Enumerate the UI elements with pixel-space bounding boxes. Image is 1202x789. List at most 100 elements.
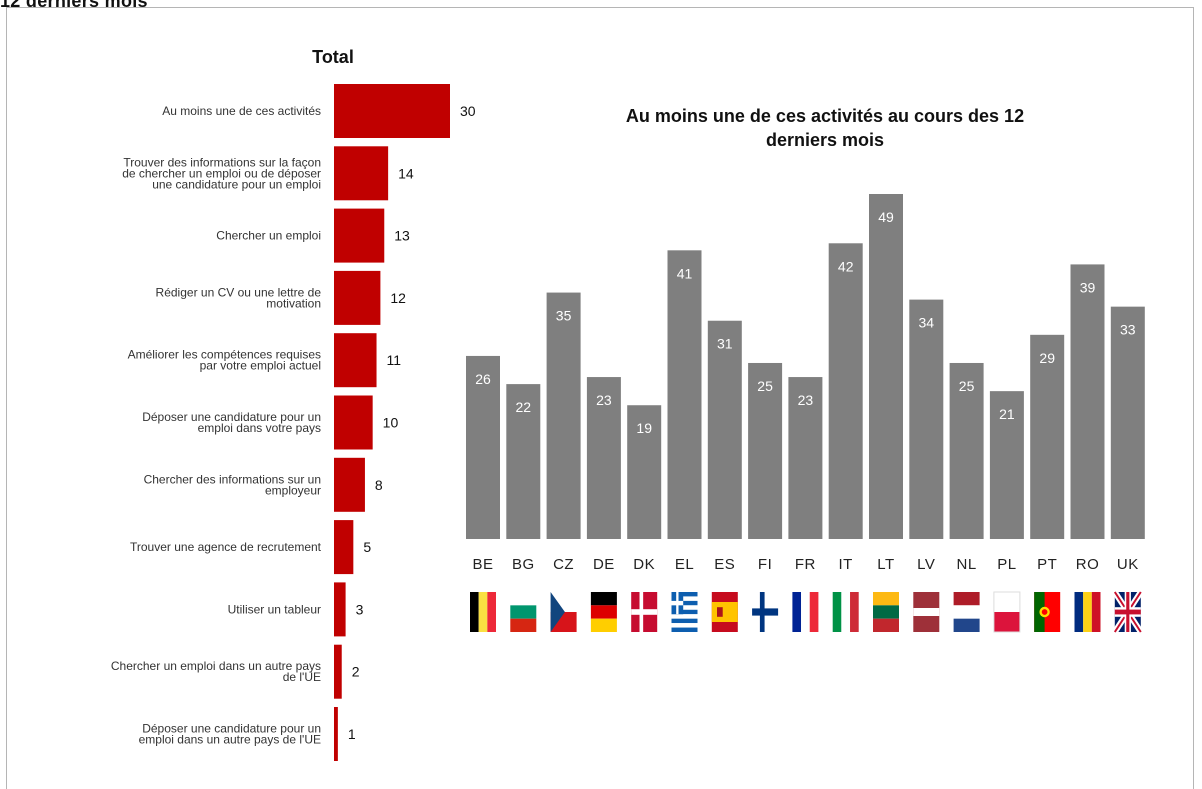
country-bar: [667, 250, 702, 539]
total-category-label: Trouver une agence de recrutement: [130, 540, 322, 554]
country-bar: [586, 377, 621, 539]
latvia-flag-icon: [913, 592, 940, 632]
total-bar: [334, 644, 342, 699]
country-bar: [869, 194, 903, 539]
denmark-flag-icon: [631, 592, 658, 632]
country-bar: [1070, 264, 1105, 539]
country-bar-value: 49: [878, 209, 894, 225]
total-bar-value: 3: [356, 601, 364, 617]
country-label: LV: [917, 556, 935, 573]
total-bar-value: 11: [387, 352, 402, 368]
country-bar-value: 23: [798, 392, 814, 408]
total-bar-value: 30: [460, 103, 476, 119]
portugal-flag-icon: [1034, 592, 1061, 632]
romania-flag-icon: [1074, 592, 1101, 632]
country-label: UK: [1117, 556, 1139, 573]
total-bar-value: 1: [348, 726, 356, 742]
total-bar-value: 14: [398, 165, 414, 181]
total-bar: [334, 270, 381, 325]
country-label: EL: [675, 556, 694, 573]
country-label: PT: [1037, 556, 1057, 573]
country-chart-title: Au moins une de ces activités au cours d…: [626, 106, 1024, 126]
country-label: ES: [714, 556, 735, 573]
germany-flag-icon: [590, 592, 617, 632]
country-bar: [546, 292, 581, 539]
country-bar: [627, 405, 662, 539]
country-bar: [748, 362, 783, 539]
total-category-label: Déposer une candidature pour un: [142, 722, 321, 736]
country-bar-value: 33: [1120, 322, 1136, 338]
country-label: PL: [997, 556, 1016, 573]
total-category-label: par votre emploi actuel: [200, 359, 321, 373]
total-bar-value: 12: [390, 290, 406, 306]
total-bar-value: 10: [383, 415, 399, 431]
total-category-label: une candidature pour un emploi: [152, 177, 321, 191]
total-bar-value: 2: [352, 664, 360, 680]
country-bar-value: 29: [1039, 350, 1055, 366]
country-bar-value: 39: [1080, 279, 1096, 295]
total-bar-value: 8: [375, 477, 383, 493]
france-flag-icon: [792, 592, 819, 632]
netherlands-flag-icon: [953, 592, 980, 632]
country-label: LT: [877, 556, 894, 573]
total-category-label: Chercher un emploi: [216, 229, 321, 243]
lithuania-flag-icon: [873, 592, 899, 632]
country-label: DK: [633, 556, 655, 573]
country-label: FI: [758, 556, 772, 573]
total-bar-value: 13: [394, 228, 410, 244]
total-category-label: Déposer une candidature pour un: [142, 410, 321, 424]
total-bar: [334, 520, 354, 575]
country-label: IT: [839, 556, 853, 573]
belgium-flag-icon: [470, 592, 496, 632]
country-bar: [1030, 334, 1065, 539]
total-category-label: motivation: [266, 296, 321, 310]
country-bar-value: 26: [475, 371, 491, 387]
total-category-label: de chercher un emploi ou de déposer: [122, 166, 321, 180]
country-label: BG: [512, 556, 535, 573]
country-label: NL: [957, 556, 977, 573]
country-bar-value: 22: [516, 399, 532, 415]
country-bar: [466, 355, 500, 539]
country-bar: [989, 391, 1024, 539]
total-bar-value: 5: [363, 539, 371, 555]
total-bar: [334, 84, 450, 138]
country-bar-value: 25: [757, 378, 773, 394]
total-category-label: Trouver des informations sur la façon: [123, 155, 321, 169]
total-category-label: emploi dans votre pays: [198, 421, 321, 435]
total-bar: [334, 333, 377, 388]
total-bar: [334, 146, 389, 201]
country-bar-value: 25: [959, 378, 975, 394]
total-category-label: Chercher des informations sur un: [144, 472, 321, 486]
country-bar-value: 19: [636, 420, 652, 436]
country-bar: [707, 320, 742, 539]
total-bar: [334, 208, 385, 263]
total-category-label: Rédiger un CV ou une lettre de: [156, 285, 322, 299]
total-bar: [334, 707, 338, 761]
spain-flag-icon: [711, 592, 738, 632]
total-chart-title: Total: [312, 47, 354, 67]
country-bar: [949, 362, 984, 539]
united-kingdom-flag-icon: [1112, 590, 1144, 634]
country-bar: [1110, 306, 1145, 539]
country-bar-value: 21: [999, 406, 1015, 422]
total-category-label: Améliorer les compétences requises: [128, 348, 321, 362]
page-title: 12 derniers mois: [0, 0, 148, 11]
country-label: CZ: [553, 556, 574, 573]
country-chart-title: derniers mois: [766, 130, 884, 150]
chart-frame: [6, 7, 1194, 789]
italy-flag-icon: [832, 592, 859, 632]
country-bar-value: 34: [919, 315, 935, 331]
total-category-label: Utiliser un tableur: [228, 602, 321, 616]
country-bar-value: 23: [596, 392, 612, 408]
total-category-label: emploi dans un autre pays de l'UE: [139, 733, 321, 747]
total-category-label: employeur: [265, 483, 321, 497]
country-label: DE: [593, 556, 615, 573]
country-bar-value: 41: [677, 265, 693, 281]
total-category-label: de l'UE: [283, 670, 321, 684]
country-label: FR: [795, 556, 816, 573]
country-bar: [506, 384, 541, 539]
country-bar: [788, 377, 823, 539]
czechia-flag-icon: [550, 592, 577, 632]
total-bar: [334, 582, 346, 637]
